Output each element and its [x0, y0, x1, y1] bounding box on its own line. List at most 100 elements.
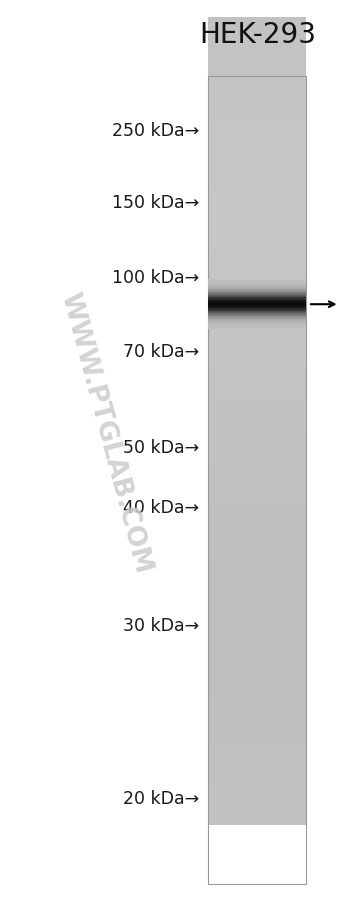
- Bar: [208, 704, 306, 707]
- Bar: [208, 322, 306, 325]
- Bar: [208, 723, 306, 726]
- Bar: [208, 384, 306, 387]
- Bar: [208, 247, 306, 250]
- Bar: [208, 642, 306, 645]
- Bar: [208, 467, 306, 470]
- Bar: [208, 83, 306, 86]
- Bar: [208, 287, 306, 290]
- Bar: [208, 152, 306, 155]
- Bar: [208, 694, 306, 696]
- Bar: [208, 524, 306, 527]
- Bar: [208, 435, 306, 437]
- Bar: [208, 470, 306, 473]
- Bar: [208, 368, 306, 371]
- Bar: [208, 562, 306, 565]
- Bar: [208, 179, 306, 182]
- Bar: [208, 752, 306, 755]
- Bar: [208, 567, 306, 570]
- Bar: [208, 406, 306, 409]
- Bar: [208, 395, 306, 398]
- Bar: [208, 618, 306, 621]
- Bar: [208, 540, 306, 543]
- Bar: [208, 390, 306, 392]
- Bar: [208, 443, 306, 446]
- Bar: [208, 37, 306, 40]
- Bar: [208, 144, 306, 147]
- Bar: [208, 557, 306, 559]
- Bar: [208, 459, 306, 462]
- Bar: [208, 502, 306, 505]
- Bar: [208, 421, 306, 424]
- Bar: [208, 117, 306, 120]
- Bar: [208, 465, 306, 467]
- Bar: [208, 303, 306, 306]
- Bar: [208, 354, 306, 357]
- Bar: [208, 69, 306, 72]
- Bar: [208, 664, 306, 667]
- Bar: [208, 648, 306, 650]
- Bar: [208, 363, 306, 365]
- Bar: [208, 599, 306, 602]
- Bar: [208, 691, 306, 694]
- Bar: [208, 718, 306, 721]
- Text: 150 kDa→: 150 kDa→: [112, 194, 200, 212]
- Bar: [208, 344, 306, 346]
- Bar: [208, 669, 306, 672]
- Bar: [208, 750, 306, 752]
- Bar: [208, 812, 306, 815]
- Text: 100 kDa→: 100 kDa→: [112, 269, 200, 287]
- Bar: [208, 790, 306, 793]
- Bar: [208, 734, 306, 737]
- Bar: [208, 796, 306, 798]
- Bar: [208, 742, 306, 744]
- Bar: [208, 300, 306, 303]
- Bar: [208, 398, 306, 400]
- Bar: [208, 631, 306, 634]
- Bar: [208, 171, 306, 174]
- Bar: [208, 346, 306, 349]
- Bar: [208, 785, 306, 787]
- Bar: [208, 185, 306, 188]
- Bar: [208, 483, 306, 486]
- Bar: [208, 94, 306, 97]
- Bar: [208, 341, 306, 344]
- Bar: [208, 125, 306, 128]
- Bar: [208, 325, 306, 327]
- Bar: [208, 136, 306, 139]
- Bar: [208, 437, 306, 440]
- Bar: [208, 429, 306, 432]
- Bar: [208, 680, 306, 683]
- Bar: [208, 591, 306, 594]
- Bar: [208, 231, 306, 234]
- Bar: [208, 519, 306, 521]
- Bar: [208, 51, 306, 53]
- Bar: [208, 104, 306, 106]
- Bar: [208, 777, 306, 779]
- Bar: [208, 462, 306, 465]
- Bar: [208, 64, 306, 67]
- Bar: [208, 815, 306, 817]
- Bar: [208, 338, 306, 341]
- Bar: [208, 801, 306, 804]
- Bar: [208, 228, 306, 231]
- Bar: [208, 150, 306, 152]
- Bar: [208, 23, 306, 26]
- Bar: [208, 209, 306, 212]
- Bar: [208, 392, 306, 395]
- Bar: [208, 161, 306, 163]
- Bar: [208, 177, 306, 179]
- Bar: [208, 787, 306, 790]
- Bar: [208, 637, 306, 640]
- Bar: [208, 427, 306, 429]
- Bar: [208, 109, 306, 112]
- Bar: [208, 295, 306, 298]
- Bar: [208, 481, 306, 483]
- Bar: [208, 440, 306, 443]
- Bar: [208, 260, 306, 262]
- Bar: [208, 823, 306, 825]
- Bar: [208, 820, 306, 823]
- Bar: [208, 702, 306, 704]
- Bar: [208, 548, 306, 551]
- Bar: [208, 610, 306, 612]
- Bar: [208, 486, 306, 489]
